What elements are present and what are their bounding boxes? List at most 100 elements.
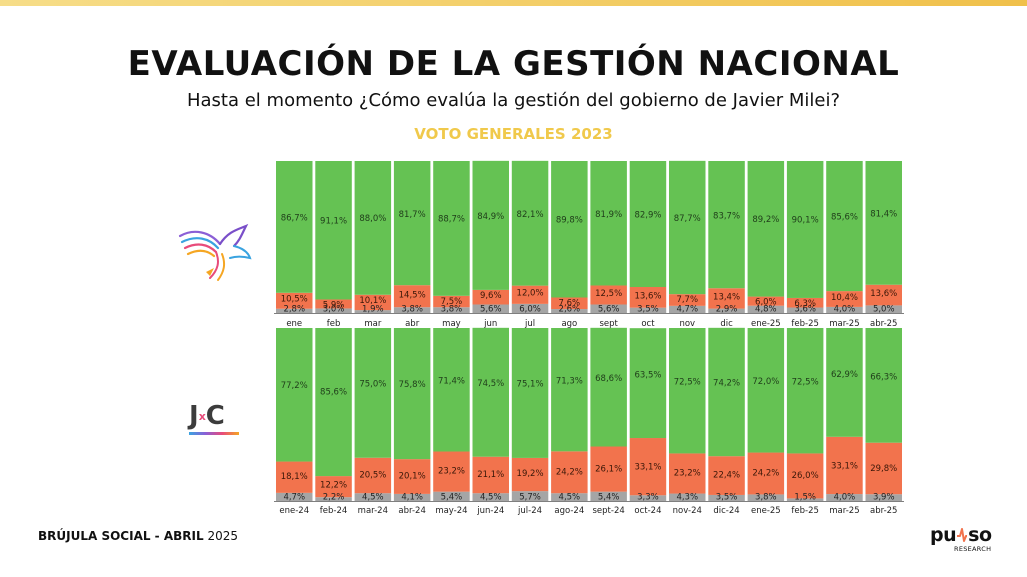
bar-segment-orange: [551, 451, 588, 494]
bar-segment-orange: [669, 453, 706, 494]
data-label-gray: 4,0%: [834, 493, 856, 503]
bar-segment-gray: [511, 491, 549, 501]
bar-segment-orange: [747, 452, 785, 495]
category-label: abr-25: [870, 506, 897, 516]
data-label-orange: 13,4%: [713, 292, 740, 302]
data-label-gray: 4,5%: [362, 493, 384, 503]
data-label-gray: 4,3%: [676, 493, 698, 503]
data-label-green: 83,7%: [713, 211, 740, 221]
category-label: ene-24: [279, 506, 309, 516]
bar-segment-gray: [590, 304, 627, 313]
data-label-orange: 14,5%: [399, 290, 426, 300]
data-label-gray: 6,0%: [519, 305, 541, 315]
jxc-letter-c: C: [205, 401, 225, 431]
data-label-green: 90,1%: [792, 216, 819, 226]
bar-segment-gray: [826, 306, 863, 313]
bar-segment-orange: [629, 287, 667, 308]
category-label: abr-25: [870, 319, 897, 329]
logo-word-b: so: [968, 524, 992, 546]
bar-segment-green: [551, 161, 588, 298]
category-label: feb-25: [791, 319, 819, 329]
bar-segment-green: [708, 327, 745, 457]
data-label-green: 75,8%: [399, 380, 426, 390]
data-label-gray: 3,8%: [401, 305, 423, 315]
category-label: mar-25: [829, 319, 859, 329]
data-label-orange: 6,0%: [755, 298, 777, 308]
bar-segment-gray: [708, 308, 745, 313]
logo-subtitle: RESEARCH: [954, 545, 992, 553]
bar-segment-orange: [747, 296, 785, 306]
bar-segment-orange: [276, 461, 313, 493]
category-label: jun: [483, 319, 497, 329]
data-label-gray: 3,3%: [637, 493, 659, 503]
data-label-green: 81,9%: [595, 210, 622, 220]
bar-segment-orange: [590, 446, 627, 492]
bar-segment-orange: [629, 438, 667, 496]
category-label: jun-24: [476, 506, 504, 516]
category-label: abr-24: [398, 506, 425, 516]
data-label-orange: 12,2%: [320, 481, 347, 491]
bar-segment-green: [354, 328, 392, 458]
bar-segment-green: [669, 160, 706, 295]
data-label-green: 74,5%: [477, 379, 504, 389]
data-label-orange: 13,6%: [870, 289, 897, 299]
data-label-green: 91,1%: [320, 216, 347, 226]
category-label: sept-24: [593, 506, 625, 516]
data-label-gray: 4,5%: [480, 493, 502, 503]
data-label-orange: 12,5%: [595, 289, 622, 299]
bar-segment-green: [315, 328, 352, 477]
data-label-gray: 3,8%: [755, 493, 777, 503]
data-label-orange: 7,7%: [676, 295, 698, 305]
data-label-green: 89,8%: [556, 215, 583, 225]
data-label-green: 89,2%: [752, 215, 779, 225]
bar-segment-gray: [315, 497, 352, 501]
data-label-gray: 5,6%: [480, 305, 502, 315]
eagle-party-logo-icon: [178, 223, 252, 281]
data-label-gray: 4,0%: [834, 305, 856, 315]
bar-segment-orange: [472, 289, 509, 305]
data-label-orange: 26,1%: [595, 464, 622, 474]
bar-segment-orange: [708, 456, 745, 495]
bar-segment-green: [669, 328, 706, 454]
data-label-orange: 33,1%: [831, 461, 858, 471]
category-label: sept: [599, 319, 618, 329]
bar-segment-green: [354, 161, 392, 295]
bar-segment-green: [826, 161, 863, 292]
footer-label-year: 2025: [207, 529, 238, 543]
data-label-gray: 5,7%: [519, 493, 541, 503]
bar-segment-green: [747, 161, 785, 297]
bar-segment-gray: [747, 305, 785, 313]
chart-panel-1: 86,7% 10,5%2,8% ene 91,1% 5,9%3,0% feb 88,0% 10…: [274, 160, 904, 329]
bar-segment-green: [433, 161, 470, 296]
bar-segment-green: [511, 160, 549, 286]
data-label-orange: 24,2%: [752, 469, 779, 479]
bar-segment-orange: [826, 291, 863, 307]
bar-segment-orange: [393, 285, 431, 308]
data-label-gray: 3,5%: [716, 493, 738, 503]
top-accent-bar: [0, 0, 1027, 6]
bar-segment-orange: [354, 457, 392, 494]
bar-segment-orange: [865, 442, 902, 495]
data-label-gray: 4,8%: [755, 305, 777, 315]
bar-segment-orange: [669, 294, 706, 306]
category-label: ago-24: [554, 506, 584, 516]
category-label: dic-24: [713, 506, 739, 516]
bar-segment-orange: [786, 297, 824, 308]
data-label-gray: 2,8%: [283, 305, 305, 315]
data-label-green: 68,6%: [595, 374, 622, 384]
bar-segment-gray: [433, 491, 470, 501]
bar-segment-green: [511, 328, 549, 458]
data-label-gray: 3,8%: [441, 305, 463, 315]
bar-segment-green: [472, 160, 509, 290]
data-label-green: 87,7%: [674, 214, 701, 224]
bar-segment-gray: [472, 304, 509, 313]
logo-pulse-icon: [956, 527, 968, 543]
bar-segment-gray: [315, 308, 352, 313]
bar-segment-gray: [590, 491, 627, 501]
bar-segment-green: [393, 161, 431, 286]
jxc-letter-j: J: [189, 401, 199, 431]
data-label-orange: 26,0%: [792, 471, 819, 481]
data-label-orange: 7,5%: [441, 297, 463, 307]
category-label: ene-25: [751, 506, 781, 516]
bar-segment-green: [786, 161, 824, 298]
